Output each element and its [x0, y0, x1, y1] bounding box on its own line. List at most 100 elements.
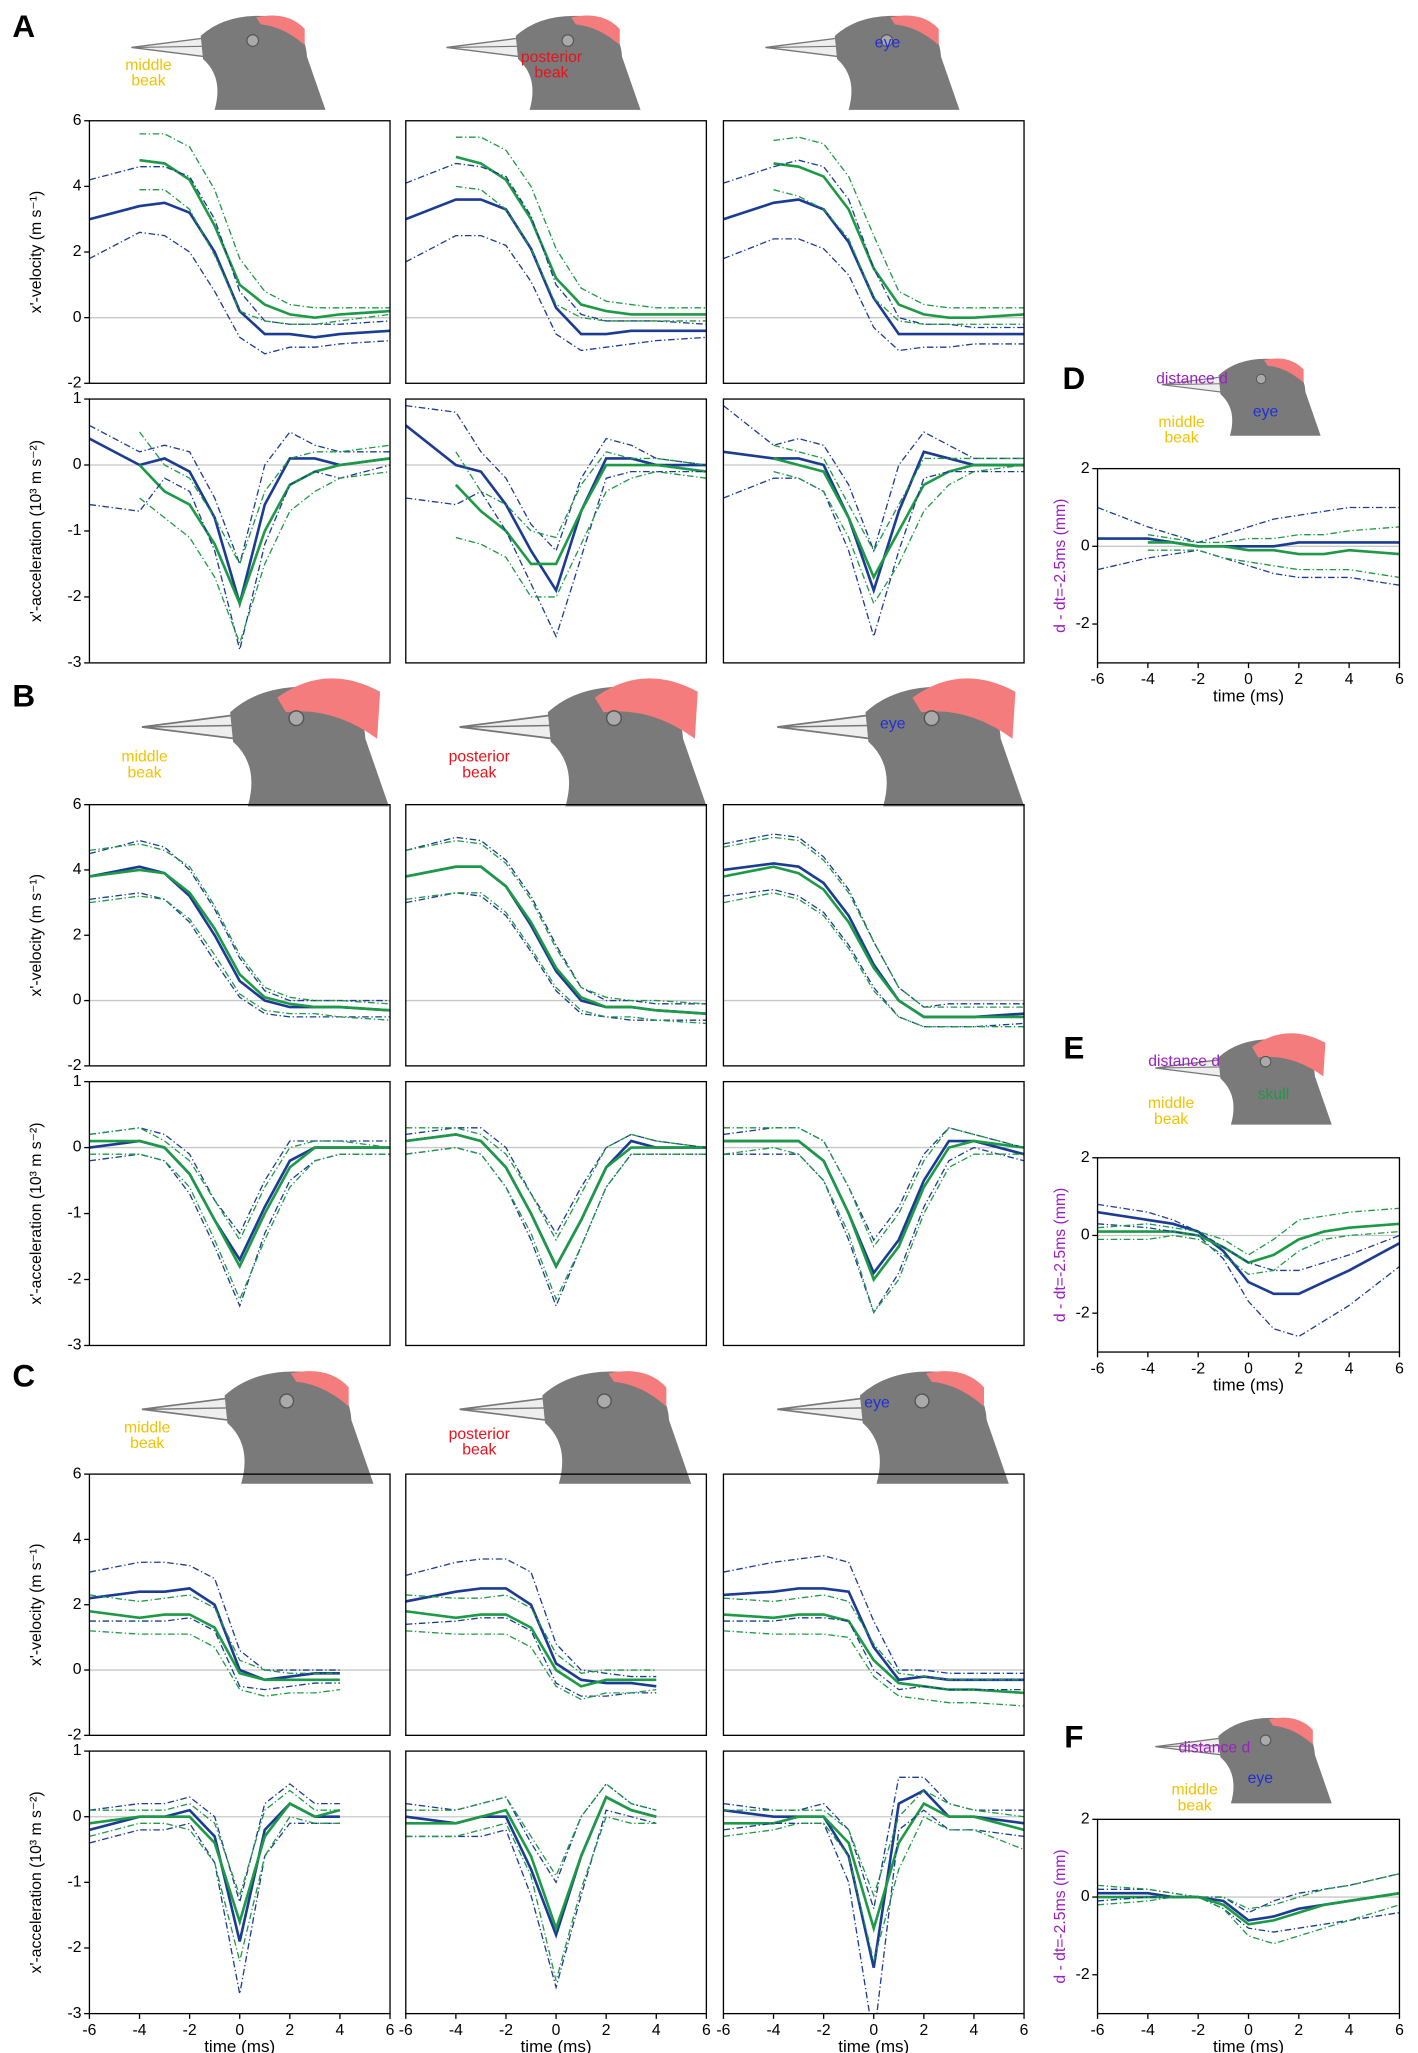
- y-tick-label: 1: [73, 1742, 82, 1759]
- range-line: [405, 1594, 657, 1674]
- x-tick-label: -2: [1191, 671, 1205, 688]
- y-tick-label: -2: [1076, 1966, 1090, 1983]
- mean-line: [405, 1133, 707, 1270]
- range-line: [405, 1809, 657, 1990]
- range-line: [1147, 549, 1400, 579]
- plot-area: [405, 1558, 707, 1701]
- illustration-label: beak: [131, 73, 165, 90]
- range-line: [89, 843, 391, 1005]
- plot-area: [1097, 1873, 1400, 1945]
- y-tick-label: 0: [73, 1808, 82, 1825]
- panel-letter: F: [1064, 1719, 1083, 1755]
- x-tick-label: 2: [1294, 1360, 1303, 1377]
- x-tick-label: 0: [1244, 2022, 1253, 2039]
- plot-area: [89, 1783, 391, 1995]
- range-line: [455, 136, 707, 309]
- beak-line: [136, 45, 204, 49]
- range-line: [89, 1617, 340, 1691]
- range-line: [89, 1127, 391, 1235]
- crest: [277, 678, 381, 739]
- panel-letter: B: [12, 678, 35, 714]
- bird-illustration: [446, 15, 641, 110]
- range-line: [723, 1555, 1025, 1674]
- y-tick-label: -1: [68, 522, 82, 539]
- plot-area: [405, 136, 707, 352]
- range-line: [773, 464, 1025, 605]
- illustration-label: eye: [875, 34, 901, 51]
- x-tick-label: -4: [1141, 2022, 1155, 2039]
- y-tick-label: 4: [73, 861, 82, 878]
- x-tick-label: 4: [336, 2022, 345, 2039]
- plot-area: [405, 836, 707, 1025]
- plot-area: [89, 839, 391, 1021]
- x-tick-label: 0: [552, 2022, 561, 2039]
- y-tick-label: -1: [68, 1874, 82, 1891]
- beak-line: [147, 1407, 228, 1410]
- range-line: [773, 189, 1025, 325]
- head: [1218, 1717, 1332, 1804]
- illustration-label: eye: [880, 716, 906, 733]
- mean-line: [773, 457, 1025, 581]
- illustration-label: skull: [1258, 1086, 1290, 1103]
- y-tick-label: 2: [1081, 1149, 1090, 1166]
- illustration-label: distance d: [1148, 1053, 1220, 1070]
- range-line: [405, 1146, 707, 1301]
- y-tick-label: -2: [68, 1726, 82, 1743]
- bird-illustration: [1155, 1033, 1332, 1125]
- range-line: [405, 162, 707, 325]
- range-line: [723, 1789, 1025, 1898]
- mean-line: [1097, 1222, 1400, 1265]
- range-line: [139, 470, 391, 646]
- plot-area: [1097, 506, 1400, 586]
- range-line: [455, 185, 707, 322]
- illustration-label: beak: [462, 1442, 496, 1459]
- y-tick-label: -3: [68, 654, 82, 671]
- head: [224, 1371, 374, 1484]
- illustration-label: middle: [1158, 414, 1205, 431]
- mean-line: [89, 868, 391, 1012]
- mean-line: [405, 1587, 657, 1688]
- mean-line: [405, 1609, 657, 1688]
- range-line: [723, 1815, 1025, 1962]
- x-tick-label: 6: [1395, 671, 1404, 688]
- range-line: [1097, 1896, 1400, 1933]
- y-axis-title: x'-velocity (m s⁻¹): [28, 1544, 45, 1666]
- head: [515, 15, 641, 110]
- range-line: [1097, 506, 1400, 544]
- mean-line: [1097, 1210, 1400, 1296]
- beak-line: [147, 724, 234, 728]
- x-tick-label: 0: [1244, 671, 1253, 688]
- eye-ring: [880, 34, 894, 47]
- y-axis-title: x'-acceleration (10³ m s⁻²): [28, 1123, 45, 1305]
- mean-line: [139, 158, 391, 319]
- eye-ring: [1259, 1734, 1272, 1747]
- plot-area: [1097, 1203, 1400, 1338]
- bird-illustration: [777, 678, 1025, 807]
- range-line: [455, 451, 707, 539]
- bird-illustration: [131, 15, 326, 110]
- plot-area: [723, 1776, 1025, 2014]
- mean-line: [723, 1587, 1025, 1682]
- range-line: [139, 431, 391, 566]
- y-axis-title: d - dt=-2.5ms (mm): [1052, 499, 1069, 633]
- range-line: [405, 1630, 657, 1701]
- mean-line: [723, 1139, 1025, 1283]
- plot-frame: [405, 1473, 708, 1736]
- x-tick-label: -2: [1191, 1360, 1205, 1377]
- x-tick-label: -2: [499, 2022, 513, 2039]
- head: [1218, 358, 1321, 436]
- range-line: [405, 234, 707, 352]
- plot-area: [723, 833, 1025, 1028]
- x-tick-label: 2: [602, 2022, 611, 2039]
- mean-line: [723, 450, 1025, 595]
- y-tick-label: 0: [73, 1139, 82, 1156]
- y-tick-label: 2: [73, 1596, 82, 1613]
- mean-line: [89, 1139, 391, 1270]
- y-tick-label: 2: [73, 926, 82, 943]
- y-tick-label: 0: [73, 456, 82, 473]
- y-tick-label: 1: [73, 390, 82, 407]
- x-tick-label: 0: [869, 2022, 878, 2039]
- range-line: [89, 424, 391, 567]
- x-tick-label: 0: [1244, 1360, 1253, 1377]
